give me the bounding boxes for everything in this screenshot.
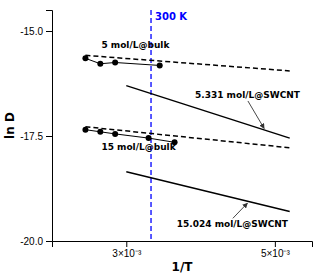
y-tick: -17.5	[20, 131, 52, 142]
y-axis-title: ln D	[3, 112, 17, 139]
x-tick-mark	[126, 241, 127, 247]
x-tick-label: 5×10⁻³	[261, 248, 291, 259]
plot-area: 3×10⁻³ 5×10⁻³ -20.0 -17.5 -15.0 300 K 5 mol/L@…	[20, 10, 312, 259]
annotation: 15 mol/L@bulk	[101, 142, 176, 152]
x-axis-title: 1/T	[172, 260, 194, 274]
series-line	[85, 58, 159, 65]
y-tick-mark	[46, 31, 52, 32]
series-line	[85, 55, 289, 71]
y-tick: -20.0	[20, 236, 52, 247]
annotation: 15.024 mol/L@SWCNT	[177, 219, 289, 229]
y-tick-label: -20.0	[20, 236, 43, 247]
y-tick-mark	[46, 241, 52, 242]
series-line	[126, 172, 289, 212]
title: 300 K	[155, 11, 188, 22]
point	[146, 135, 152, 141]
annotation-arrow	[233, 203, 248, 218]
series-line	[85, 130, 174, 143]
x-axis-line	[53, 242, 313, 248]
annotations: 300 K 5 mol/L@bulk 15 mol/L@bulk 5.331 mol/…	[101, 11, 300, 229]
y-axis-line	[46, 11, 53, 242]
x-tick: 5×10⁻³	[261, 241, 291, 259]
chart: 3×10⁻³ 5×10⁻³ -20.0 -17.5 -15.0 300 K 5 mol/L@…	[0, 0, 326, 277]
point	[82, 127, 88, 133]
marks	[82, 10, 289, 241]
annotation-arrow	[248, 101, 264, 129]
y-tick-label: -17.5	[20, 131, 43, 142]
x-tick-label: 3×10⁻³	[112, 248, 142, 259]
x-axis: 3×10⁻³ 5×10⁻³	[53, 241, 313, 259]
y-axis: -20.0 -17.5 -15.0	[20, 11, 52, 247]
annotation: 5.331 mol/L@SWCNT	[195, 90, 301, 100]
y-tick-label: -15.0	[20, 26, 43, 37]
x-tick: 3×10⁻³	[112, 241, 142, 259]
point	[82, 55, 88, 61]
point	[97, 129, 103, 135]
x-tick-mark	[275, 241, 276, 247]
y-tick: -15.0	[20, 26, 52, 37]
point	[112, 60, 118, 66]
y-tick-mark	[46, 136, 52, 137]
annotation: 5 mol/L@bulk	[101, 40, 170, 50]
point	[112, 131, 118, 137]
point	[97, 61, 103, 67]
point	[157, 62, 163, 68]
